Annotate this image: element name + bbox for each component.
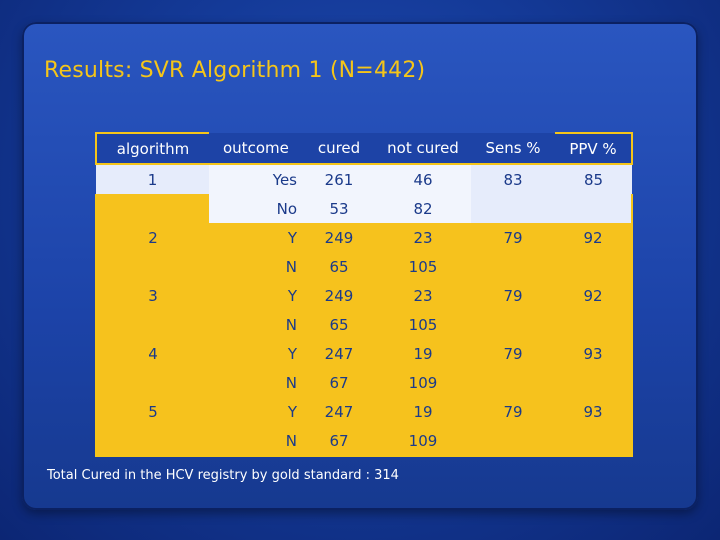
results-table: algorithm outcome cured not cured Sens %… bbox=[95, 132, 633, 457]
cell-algorithm bbox=[95, 426, 209, 457]
cell-ppv bbox=[555, 368, 633, 397]
cell-cured: 65 bbox=[303, 310, 375, 339]
cell-ppv: 93 bbox=[555, 339, 633, 368]
cell-ppv: 92 bbox=[555, 281, 633, 310]
cell-ppv: 93 bbox=[555, 397, 633, 426]
cell-cured: 249 bbox=[303, 281, 375, 310]
slide-title: Results: SVR Algorithm 1 (N=442) bbox=[44, 58, 426, 83]
cell-sens: 79 bbox=[471, 281, 555, 310]
cell-sens: 79 bbox=[471, 223, 555, 252]
cell-algorithm bbox=[95, 310, 209, 339]
cell-ppv bbox=[555, 310, 633, 339]
header-outcome: outcome bbox=[209, 133, 303, 165]
cell-algorithm: 4 bbox=[95, 339, 209, 368]
cell-cured: 67 bbox=[303, 368, 375, 397]
cell-algorithm bbox=[95, 368, 209, 397]
table-row: N 65 105 bbox=[95, 252, 633, 281]
table-row: 5 Y 247 19 79 93 bbox=[95, 397, 633, 426]
table-row: 3 Y 249 23 79 92 bbox=[95, 281, 633, 310]
cell-algorithm: 3 bbox=[95, 281, 209, 310]
cell-outcome: N bbox=[209, 426, 303, 457]
cell-algorithm: 1 bbox=[96, 164, 209, 194]
cell-cured: 247 bbox=[303, 339, 375, 368]
cell-cured: 53 bbox=[303, 194, 375, 223]
cell-not-cured: 105 bbox=[375, 310, 471, 339]
table-row: N 65 105 bbox=[95, 310, 633, 339]
cell-not-cured: 23 bbox=[375, 223, 471, 252]
cell-not-cured: 109 bbox=[375, 426, 471, 457]
header-cured: cured bbox=[303, 133, 375, 165]
cell-ppv bbox=[555, 426, 633, 457]
cell-not-cured: 19 bbox=[375, 339, 471, 368]
cell-ppv: 92 bbox=[555, 223, 633, 252]
cell-outcome: Y bbox=[209, 339, 303, 368]
cell-cured: 249 bbox=[303, 223, 375, 252]
cell-algorithm bbox=[95, 252, 209, 281]
cell-algorithm: 2 bbox=[95, 223, 209, 252]
cell-sens: 83 bbox=[471, 164, 555, 194]
cell-sens: 79 bbox=[471, 339, 555, 368]
header-sens: Sens % bbox=[471, 133, 555, 165]
cell-outcome: No bbox=[209, 194, 303, 223]
cell-sens bbox=[471, 426, 555, 457]
cell-outcome: N bbox=[209, 252, 303, 281]
cell-not-cured: 23 bbox=[375, 281, 471, 310]
table-row: 1 Yes 261 46 83 85 bbox=[96, 164, 632, 194]
table-row: N 67 109 bbox=[95, 368, 633, 397]
cell-not-cured: 82 bbox=[375, 194, 471, 223]
footnote: Total Cured in the HCV registry by gold … bbox=[47, 468, 399, 483]
cell-sens bbox=[471, 368, 555, 397]
table-header-row: algorithm outcome cured not cured Sens %… bbox=[95, 132, 633, 165]
header-ppv: PPV % bbox=[555, 132, 633, 165]
header-algorithm: algorithm bbox=[95, 132, 209, 165]
cell-algorithm bbox=[95, 194, 209, 223]
cell-not-cured: 19 bbox=[375, 397, 471, 426]
cell-cured: 261 bbox=[303, 164, 375, 194]
cell-cured: 65 bbox=[303, 252, 375, 281]
cell-outcome: N bbox=[209, 368, 303, 397]
cell-not-cured: 46 bbox=[375, 164, 471, 194]
cell-sens bbox=[471, 194, 555, 223]
cell-outcome: Y bbox=[209, 281, 303, 310]
cell-outcome: N bbox=[209, 310, 303, 339]
table-row: N 67 109 bbox=[95, 426, 633, 457]
cell-outcome: Yes bbox=[209, 164, 303, 194]
cell-ppv bbox=[555, 252, 633, 281]
cell-ppv: 85 bbox=[555, 164, 632, 194]
cell-algorithm: 5 bbox=[95, 397, 209, 426]
cell-sens bbox=[471, 310, 555, 339]
table-row: 4 Y 247 19 79 93 bbox=[95, 339, 633, 368]
cell-outcome: Y bbox=[209, 223, 303, 252]
cell-cured: 67 bbox=[303, 426, 375, 457]
cell-outcome: Y bbox=[209, 397, 303, 426]
cell-not-cured: 109 bbox=[375, 368, 471, 397]
cell-cured: 247 bbox=[303, 397, 375, 426]
results-table-container: algorithm outcome cured not cured Sens %… bbox=[95, 132, 633, 457]
cell-not-cured: 105 bbox=[375, 252, 471, 281]
table-row: 2 Y 249 23 79 92 bbox=[95, 223, 633, 252]
cell-sens bbox=[471, 252, 555, 281]
table-row: No 53 82 bbox=[95, 194, 633, 223]
header-not-cured: not cured bbox=[375, 133, 471, 165]
cell-sens: 79 bbox=[471, 397, 555, 426]
cell-ppv bbox=[555, 194, 633, 223]
